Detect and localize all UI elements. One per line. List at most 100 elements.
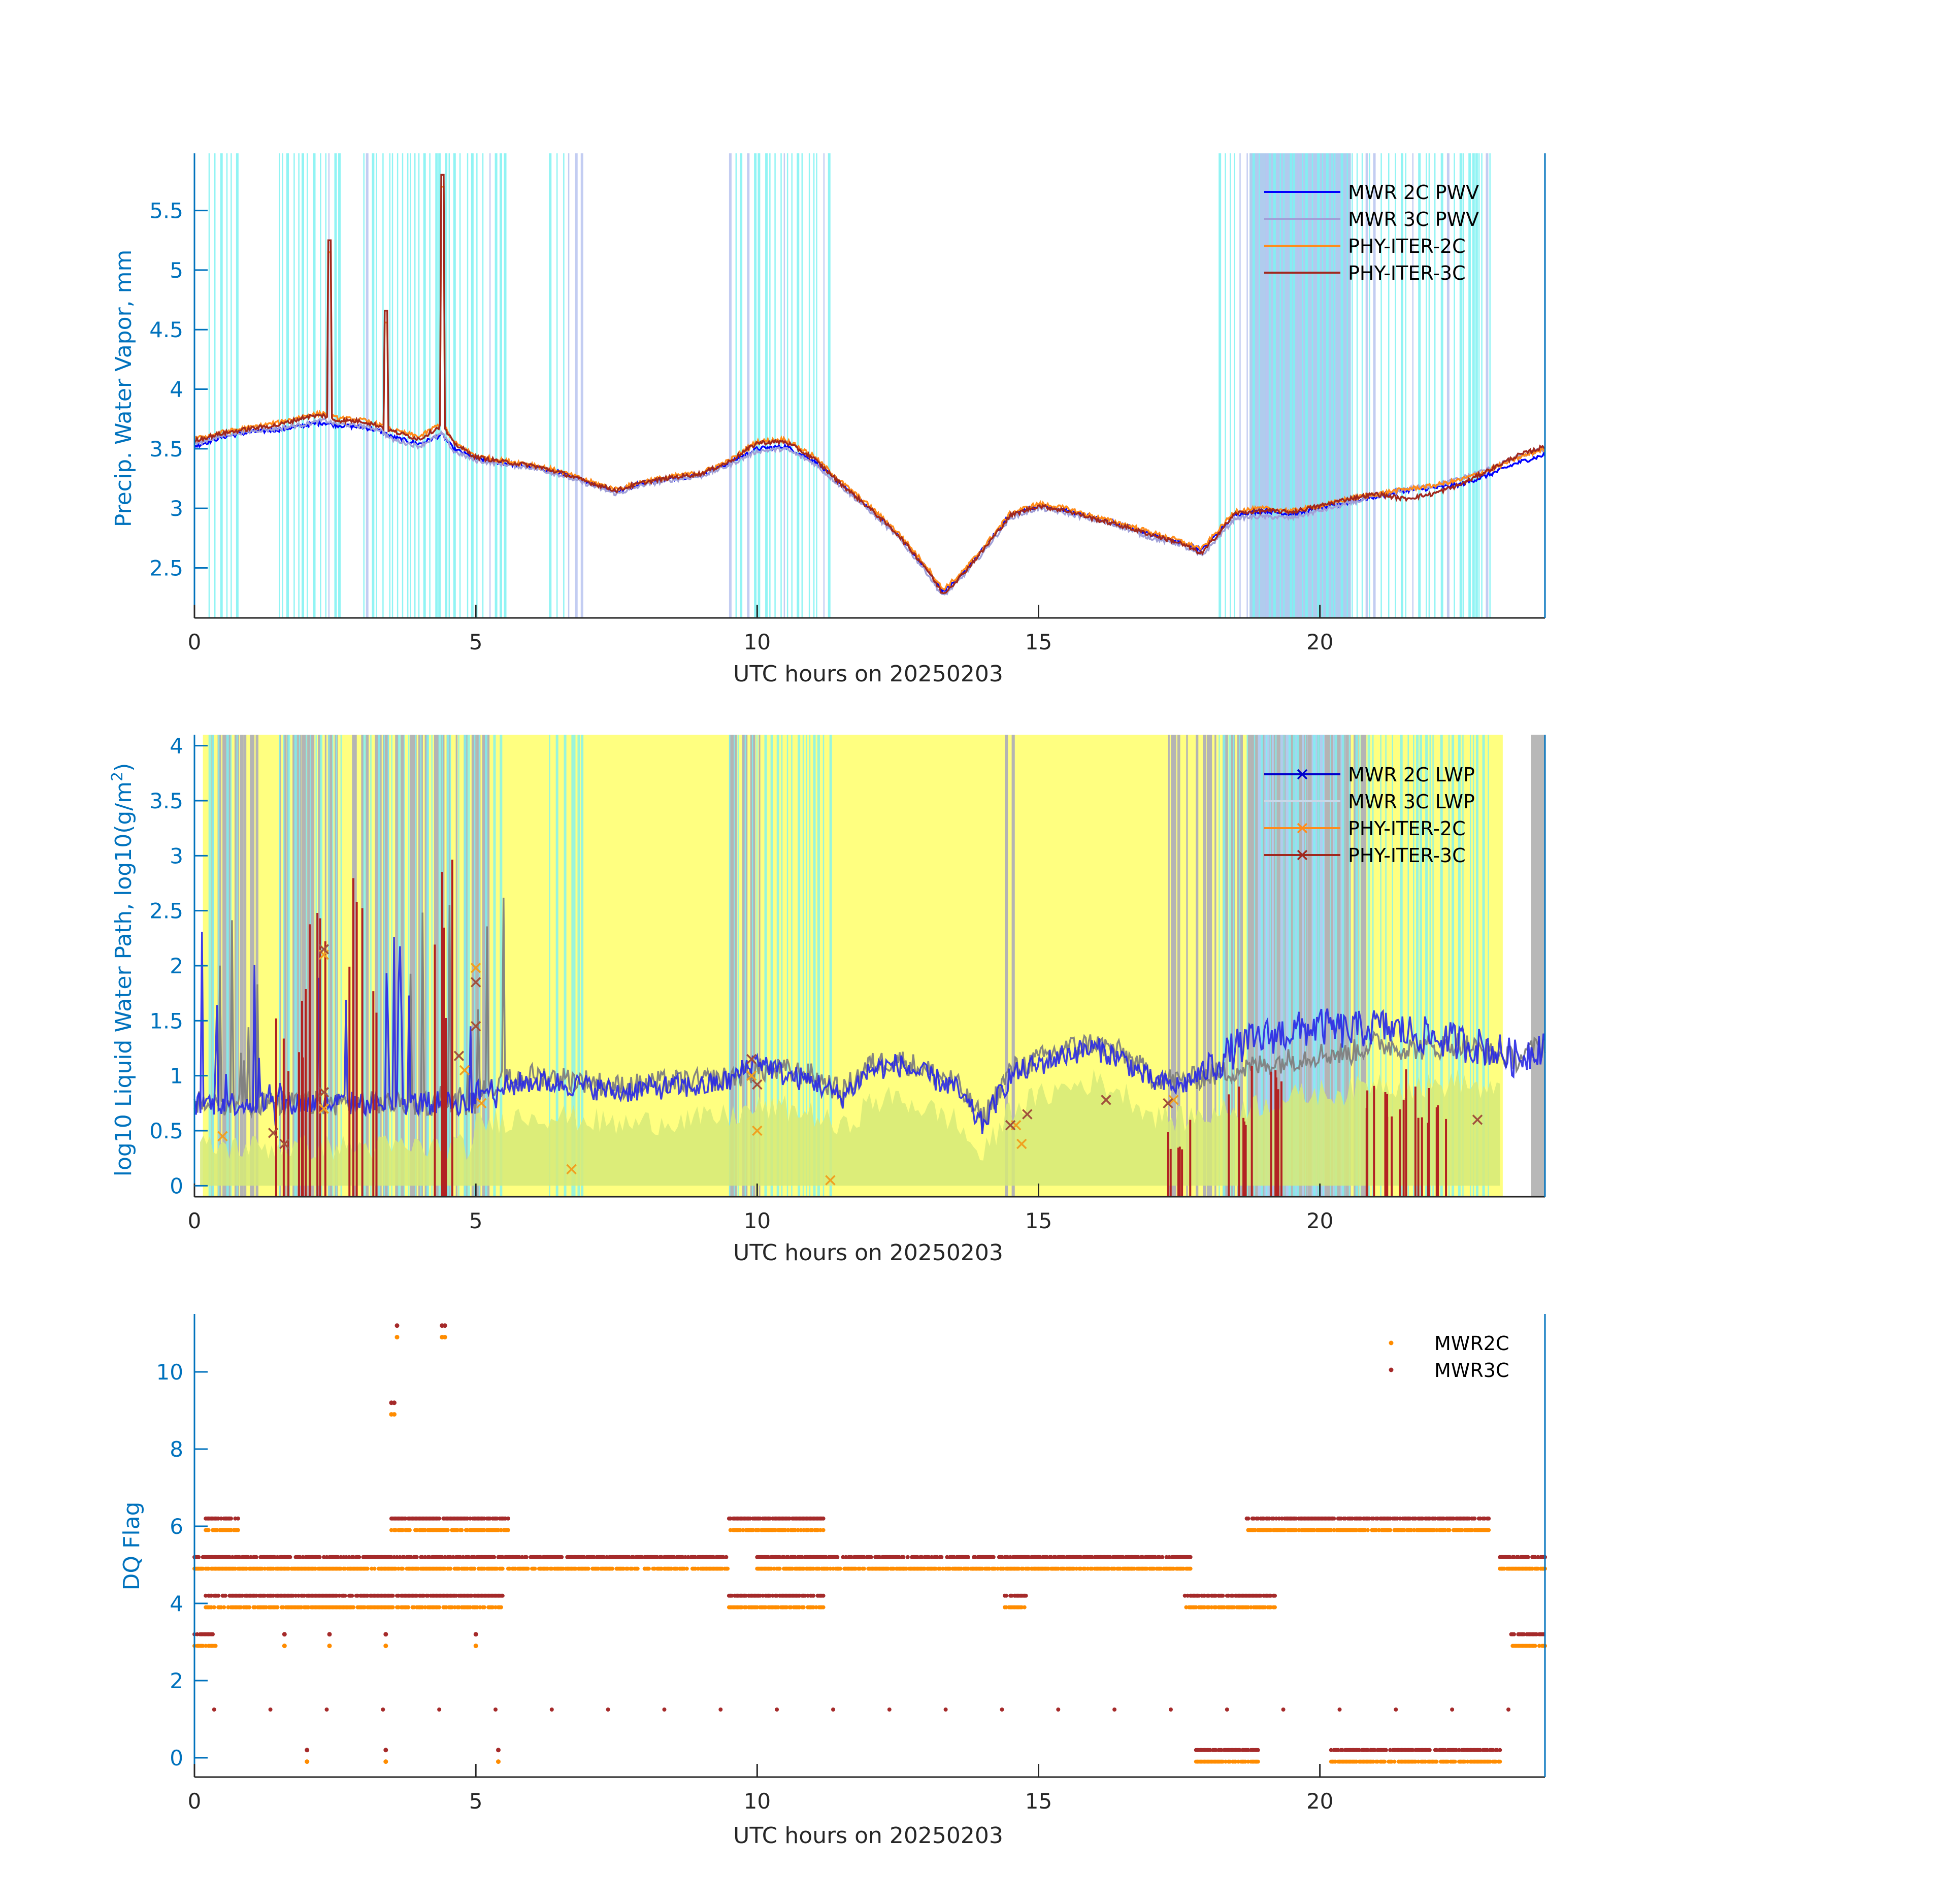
dq-point xyxy=(1427,1748,1432,1752)
flag-line xyxy=(568,153,570,618)
dq-point xyxy=(945,1555,949,1559)
dq-point xyxy=(233,1566,238,1571)
dq-point xyxy=(336,1555,340,1559)
flag-line xyxy=(756,735,758,1197)
dq-point xyxy=(1112,1566,1117,1571)
dq-point xyxy=(1268,1528,1273,1532)
dq-point xyxy=(811,1566,816,1571)
dq-point xyxy=(758,1516,762,1521)
dq-point xyxy=(461,1555,466,1559)
dq-point xyxy=(1494,1759,1498,1764)
dq-point xyxy=(770,1593,775,1598)
dq-point xyxy=(381,1708,385,1712)
dq-point xyxy=(793,1555,798,1559)
dq-point xyxy=(1453,1759,1457,1764)
dq-point xyxy=(347,1555,351,1559)
x-tick-label: 5 xyxy=(469,1789,483,1814)
dq-point xyxy=(401,1566,405,1571)
flag-line xyxy=(1305,153,1308,618)
flag-line-grey xyxy=(1171,735,1176,1197)
legend-swatch xyxy=(1389,1367,1394,1372)
flag-line-grey xyxy=(1223,735,1228,1197)
dq-point xyxy=(396,1566,401,1571)
dq-point xyxy=(306,1605,311,1610)
dq-point xyxy=(1457,1748,1461,1752)
flag-line xyxy=(471,153,474,618)
legend-label: MWR2C xyxy=(1434,1332,1509,1355)
dq-point xyxy=(1078,1566,1083,1571)
dq-point xyxy=(1206,1605,1211,1610)
x-tick-label: 5 xyxy=(469,630,483,654)
dq-point xyxy=(327,1644,332,1649)
flag-line xyxy=(747,153,750,618)
flag-line xyxy=(549,735,550,1197)
dq-point xyxy=(1256,1759,1260,1764)
flag-line-grey xyxy=(729,735,735,1197)
dq-point xyxy=(420,1555,424,1559)
dq-point xyxy=(396,1593,401,1598)
flag-line xyxy=(563,153,565,618)
lwp-marker xyxy=(470,1021,481,1032)
y-tick-label: 2.5 xyxy=(149,899,183,924)
dq-point xyxy=(1256,1748,1260,1752)
legend-label: PHY-ITER-2C xyxy=(1348,817,1466,840)
dq-point xyxy=(775,1593,779,1598)
flag-line xyxy=(376,153,377,618)
flag-line xyxy=(1428,153,1430,618)
flag-line-grey xyxy=(301,735,307,1197)
dq-point xyxy=(818,1528,822,1532)
flag-line xyxy=(806,735,808,1197)
flag-line xyxy=(1400,735,1403,1197)
dq-point xyxy=(941,1566,945,1571)
flag-line xyxy=(383,735,385,1197)
dq-point xyxy=(236,1516,240,1521)
dq-point xyxy=(1140,1555,1145,1559)
dq-point xyxy=(495,1566,499,1571)
y-tick-label: 0.5 xyxy=(149,1119,183,1143)
dq-point xyxy=(423,1605,427,1610)
dq-point xyxy=(610,1566,614,1571)
dq-point xyxy=(696,1566,700,1571)
dq-point xyxy=(1454,1748,1459,1752)
dq-point xyxy=(1279,1516,1284,1521)
dq-point xyxy=(627,1555,632,1559)
dq-point xyxy=(281,1605,285,1610)
dq-point xyxy=(1056,1566,1061,1571)
dq-point xyxy=(1004,1605,1008,1610)
flag-line xyxy=(829,735,832,1197)
dq-point xyxy=(915,1555,920,1559)
dq-point xyxy=(1354,1759,1359,1764)
flag-line-grey xyxy=(1361,735,1365,1197)
dq-point xyxy=(686,1555,690,1559)
flag-line xyxy=(236,153,239,618)
dq-point xyxy=(1294,1528,1298,1532)
lwp-series-line-0 xyxy=(193,898,1546,1131)
dq-point xyxy=(1534,1632,1539,1636)
dq-point xyxy=(468,1516,473,1521)
dq-point xyxy=(1213,1593,1218,1598)
dq-point xyxy=(738,1528,743,1532)
y-tick-label: 4 xyxy=(170,377,183,402)
dq-point xyxy=(987,1566,992,1571)
legend-label: PHY-ITER-3C xyxy=(1348,844,1466,867)
dq-point xyxy=(403,1516,408,1521)
flag-line xyxy=(478,735,480,1197)
dq-point xyxy=(1053,1555,1058,1559)
flag-line xyxy=(828,153,831,618)
dq-point xyxy=(1184,1605,1189,1610)
flag-line xyxy=(391,153,393,618)
dq-point xyxy=(1090,1566,1094,1571)
lwp-marker xyxy=(1472,1114,1483,1125)
pwv-series-lines xyxy=(193,174,1546,596)
dq-point xyxy=(838,1566,842,1571)
dq-point xyxy=(1213,1748,1218,1752)
lwp-marker xyxy=(279,1138,290,1150)
flag-line xyxy=(1346,153,1348,618)
dq-point xyxy=(204,1644,208,1648)
legend-marker xyxy=(1297,849,1308,861)
dq-point xyxy=(248,1555,253,1559)
flag-line xyxy=(445,153,448,618)
flag-line xyxy=(1279,153,1281,618)
y-tick-label: 0 xyxy=(170,1746,183,1770)
dq-point xyxy=(652,1566,657,1571)
